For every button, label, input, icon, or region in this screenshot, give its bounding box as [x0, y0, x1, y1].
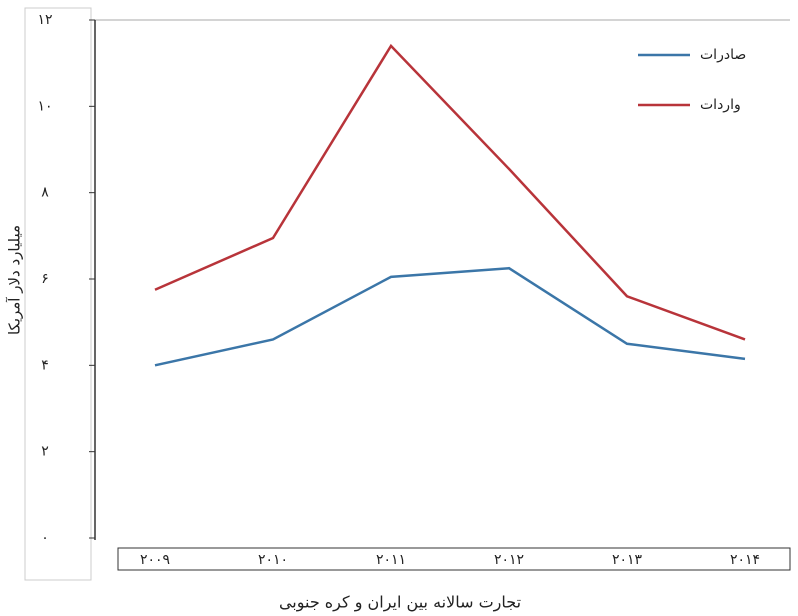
x-tick-label: ۲۰۱۳	[612, 552, 643, 568]
x-axis-frame	[117, 547, 791, 571]
x-tick-label: ۲۰۱۴	[730, 552, 760, 568]
y-tick-label: ۱۲	[37, 12, 52, 28]
y-axis-frame	[24, 7, 92, 581]
x-tick-label: ۲۰۱۰	[258, 552, 288, 568]
x-axis-title: تجارت سالانه بین ایران و کره جنوبی	[279, 593, 521, 613]
x-tick-label: ۲۰۱۲	[494, 552, 524, 568]
y-tick-label: ۱۰	[37, 98, 52, 114]
x-tick-label: ۲۰۰۹	[140, 552, 170, 568]
y-tick-label: ۰	[41, 530, 49, 546]
series-line	[154, 266, 746, 367]
y-tick-label: ۲	[41, 444, 49, 460]
y-axis-title: میلیارد دلار آمریکا	[6, 225, 24, 335]
y-tick-label: ۴	[41, 357, 49, 373]
series-line	[154, 43, 746, 341]
y-tick-label: ۸	[41, 185, 49, 201]
x-tick-label: ۲۰۱۱	[376, 552, 406, 568]
y-tick-label: ۶	[41, 271, 49, 287]
legend-label: واردات	[700, 97, 741, 113]
legend-label: صادرات	[700, 47, 746, 63]
